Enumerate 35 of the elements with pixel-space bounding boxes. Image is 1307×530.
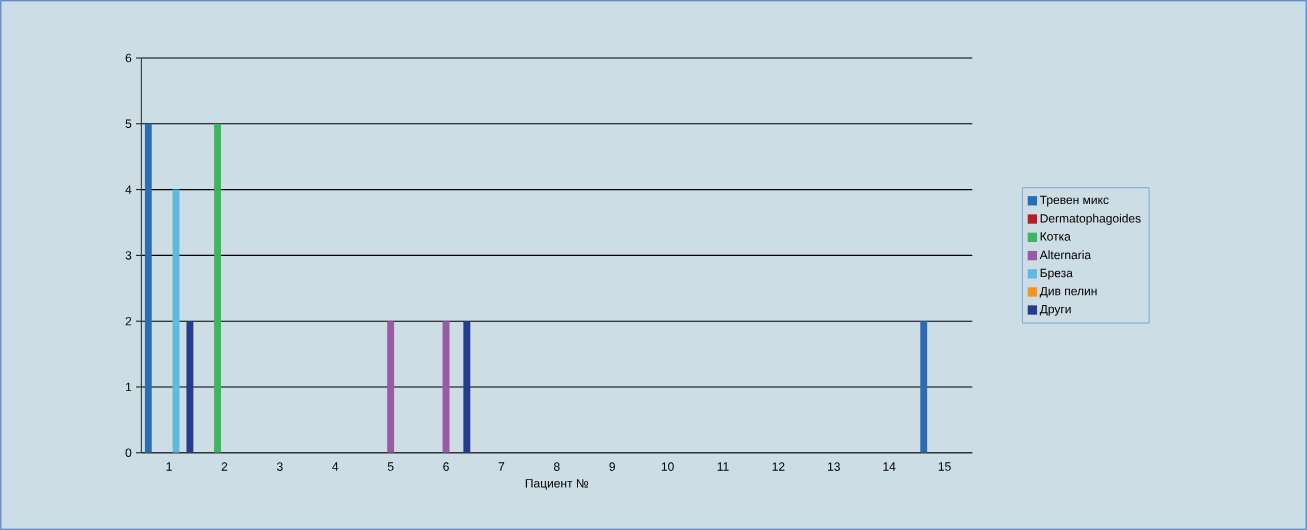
x-tick-label: 12 bbox=[772, 462, 785, 471]
y-tick-label: 4 bbox=[125, 185, 132, 194]
legend-label: Котка bbox=[1040, 232, 1071, 241]
legend-label: Тревен микс bbox=[1039, 195, 1109, 207]
x-tick-label: 1 bbox=[166, 462, 172, 471]
legend-label: Бреза bbox=[1040, 268, 1073, 280]
y-tick-label: 1 bbox=[126, 382, 132, 392]
legend-label: Див пелин bbox=[1039, 286, 1097, 298]
x-tick-label: 11 bbox=[717, 462, 729, 471]
x-tick-label: 7 bbox=[498, 462, 505, 471]
bar bbox=[463, 321, 471, 453]
bar bbox=[920, 321, 928, 453]
bar bbox=[144, 123, 152, 453]
y-tick-label: 0 bbox=[125, 448, 132, 457]
x-tick-label: 15 bbox=[938, 462, 951, 471]
legend-label: Dermatophagoides bbox=[1040, 213, 1141, 225]
x-tick-label: 13 bbox=[828, 462, 840, 471]
y-tick-label: 5 bbox=[125, 119, 132, 128]
x-tick-label: 3 bbox=[276, 462, 283, 471]
x-tick-label: 5 bbox=[387, 462, 394, 471]
x-tick-label: 14 bbox=[883, 462, 896, 471]
bar bbox=[387, 321, 395, 453]
x-tick-label: 10 bbox=[661, 462, 674, 471]
x-tick-label: 9 bbox=[609, 462, 615, 471]
x-axis-title: Пациент № bbox=[525, 479, 589, 490]
x-tick-label: 8 bbox=[554, 462, 560, 471]
y-tick-label: 3 bbox=[125, 251, 132, 260]
y-tick-label: 2 bbox=[125, 316, 132, 326]
x-tick-label: 2 bbox=[221, 462, 228, 471]
bar bbox=[214, 123, 221, 453]
legend-label: Други bbox=[1039, 304, 1071, 316]
y-tick-label: 6 bbox=[125, 53, 132, 63]
x-tick-label: 4 bbox=[332, 462, 339, 471]
legend-label: Alternaria bbox=[1039, 250, 1092, 260]
x-tick-label: 6 bbox=[443, 462, 449, 471]
